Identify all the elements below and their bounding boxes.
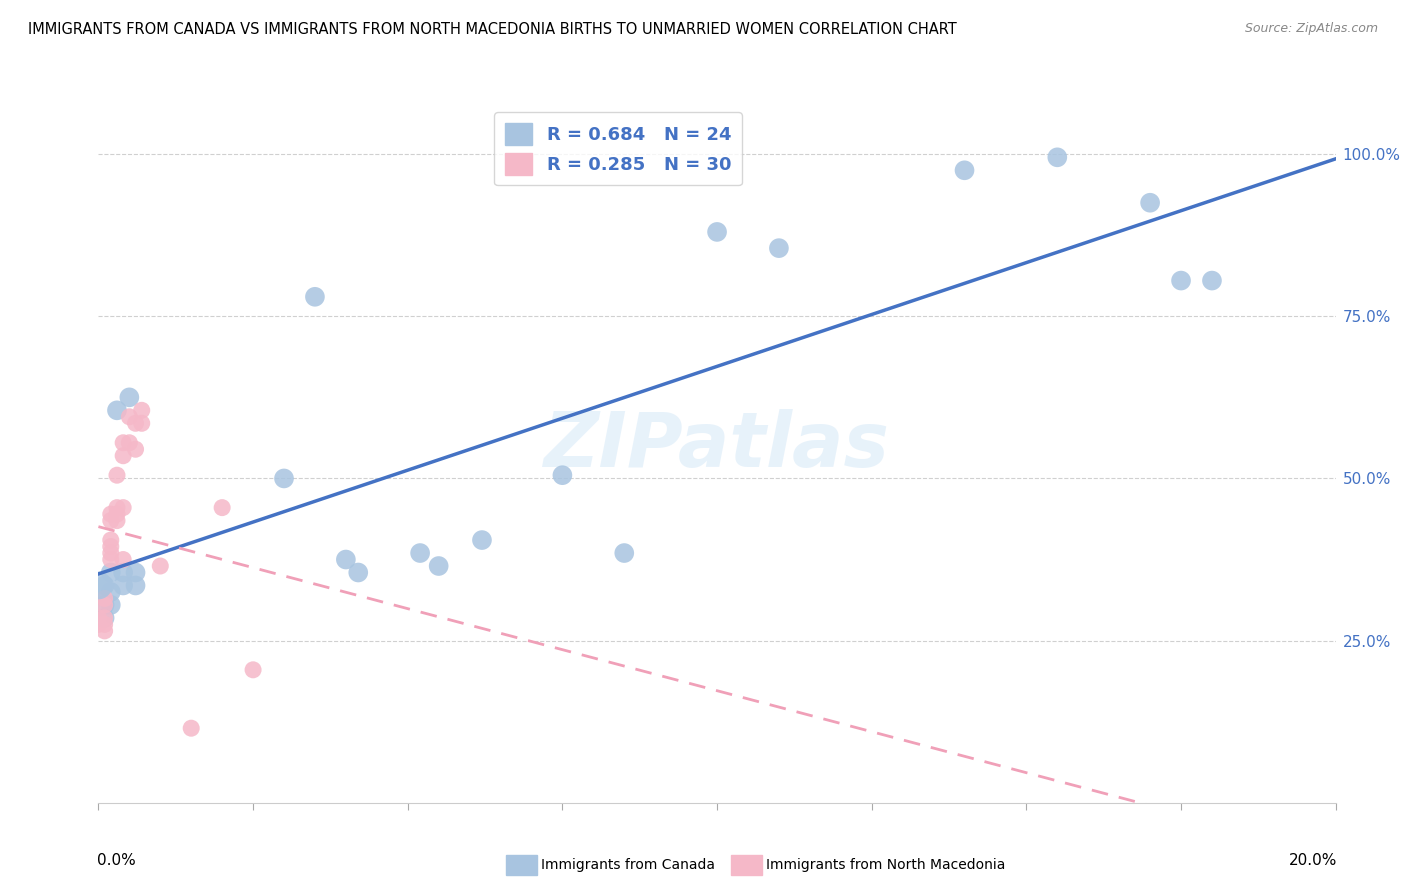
- Point: [131, 403, 153, 417]
- Point: [105, 403, 128, 417]
- Text: ZIPatlas: ZIPatlas: [544, 409, 890, 483]
- Point: [105, 507, 128, 521]
- Point: [613, 546, 636, 560]
- Point: [273, 471, 295, 485]
- Point: [100, 533, 122, 547]
- Point: [87, 617, 110, 632]
- Point: [100, 552, 122, 566]
- Point: [304, 290, 326, 304]
- Point: [105, 514, 128, 528]
- Point: [131, 417, 153, 431]
- Point: [471, 533, 494, 547]
- Point: [105, 468, 128, 483]
- Point: [93, 578, 115, 592]
- Point: [100, 514, 122, 528]
- Point: [124, 566, 146, 580]
- Point: [112, 552, 135, 566]
- Point: [427, 559, 450, 574]
- Point: [100, 566, 122, 580]
- Point: [112, 566, 135, 580]
- Point: [124, 417, 146, 431]
- Point: [1201, 274, 1223, 288]
- Point: [112, 449, 135, 463]
- Point: [335, 552, 357, 566]
- Text: Source: ZipAtlas.com: Source: ZipAtlas.com: [1244, 22, 1378, 36]
- Point: [953, 163, 976, 178]
- Point: [93, 591, 115, 606]
- Text: Immigrants from North Macedonia: Immigrants from North Macedonia: [766, 858, 1005, 872]
- Point: [124, 578, 146, 592]
- Point: [100, 546, 122, 560]
- Point: [100, 598, 122, 612]
- Point: [149, 559, 172, 574]
- Point: [87, 611, 110, 625]
- Point: [93, 598, 115, 612]
- Point: [118, 390, 141, 404]
- Point: [105, 500, 128, 515]
- Point: [93, 611, 115, 625]
- Point: [118, 435, 141, 450]
- Point: [93, 611, 115, 625]
- Point: [100, 507, 122, 521]
- Point: [100, 540, 122, 554]
- Point: [551, 468, 574, 483]
- Point: [211, 500, 233, 515]
- Text: 20.0%: 20.0%: [1288, 853, 1337, 868]
- Point: [706, 225, 728, 239]
- Point: [87, 578, 110, 592]
- Point: [242, 663, 264, 677]
- Point: [93, 617, 115, 632]
- Point: [93, 624, 115, 638]
- Legend: R = 0.684   N = 24, R = 0.285   N = 30: R = 0.684 N = 24, R = 0.285 N = 30: [495, 112, 742, 186]
- Point: [112, 500, 135, 515]
- Point: [1170, 274, 1192, 288]
- Point: [409, 546, 432, 560]
- Text: Immigrants from Canada: Immigrants from Canada: [541, 858, 716, 872]
- Text: 0.0%: 0.0%: [97, 853, 136, 868]
- Point: [1139, 195, 1161, 210]
- Point: [124, 442, 146, 457]
- Point: [112, 578, 135, 592]
- Point: [1046, 150, 1069, 164]
- Point: [118, 409, 141, 424]
- Point: [180, 721, 202, 735]
- Text: IMMIGRANTS FROM CANADA VS IMMIGRANTS FROM NORTH MACEDONIA BIRTHS TO UNMARRIED WO: IMMIGRANTS FROM CANADA VS IMMIGRANTS FRO…: [28, 22, 957, 37]
- Point: [100, 585, 122, 599]
- Point: [112, 435, 135, 450]
- Point: [347, 566, 370, 580]
- Point: [93, 598, 115, 612]
- Point: [768, 241, 790, 255]
